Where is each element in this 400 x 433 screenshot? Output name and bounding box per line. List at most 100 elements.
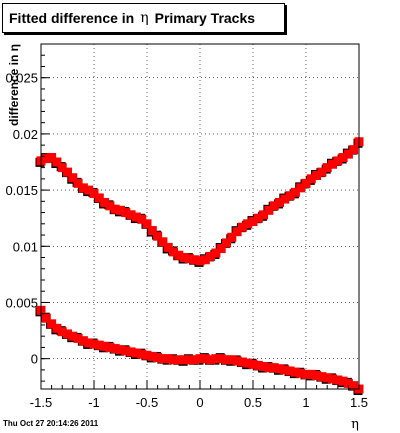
lower-red-marker: [216, 354, 226, 364]
upper-red-marker: [232, 227, 242, 237]
upper-red-marker: [227, 232, 237, 242]
x-tick-label: -1.5: [30, 395, 52, 410]
lower-red-marker: [158, 354, 168, 364]
upper-red-marker: [121, 208, 131, 218]
lower-red-marker: [322, 373, 332, 383]
lower-red-marker: [248, 359, 258, 369]
y-axis-title: difference in η: [7, 44, 21, 126]
lower-red-marker: [306, 369, 316, 379]
red-markers: [36, 137, 364, 394]
upper-red-marker: [68, 173, 78, 183]
title-eta-symbol: η: [140, 10, 149, 26]
x-tick-label: -1: [88, 395, 100, 410]
upper-red-marker: [78, 183, 88, 193]
lower-red-marker: [78, 336, 88, 346]
title-suffix: Primary Tracks: [154, 10, 256, 26]
upper-red-marker: [179, 253, 189, 263]
lower-red-marker: [264, 363, 274, 373]
lower-red-marker: [63, 329, 72, 339]
upper-red-marker: [275, 197, 284, 207]
lower-red-marker: [147, 351, 157, 361]
lower-red-marker: [110, 344, 120, 354]
upper-red-marker: [322, 163, 332, 173]
upper-red-marker: [158, 237, 168, 247]
lower-red-marker: [280, 365, 290, 375]
upper-red-marker: [264, 205, 274, 215]
upper-red-marker: [84, 185, 94, 195]
upper-red-marker: [195, 256, 205, 266]
upper-red-marker: [200, 255, 210, 265]
lower-red-marker: [290, 367, 300, 377]
lower-red-marker: [179, 355, 189, 365]
upper-red-marker: [296, 183, 306, 193]
lower-red-marker: [68, 331, 78, 341]
x-tick-label: -0.5: [136, 395, 158, 410]
upper-red-marker: [174, 250, 184, 260]
upper-red-marker: [269, 201, 279, 211]
lower-red-marker: [232, 356, 242, 366]
lower-red-marker: [41, 313, 51, 323]
upper-red-marker: [312, 170, 322, 180]
y-tick-label: 0.01: [13, 239, 38, 254]
upper-red-marker: [184, 254, 194, 264]
x-tick-label: 1.5: [350, 395, 368, 410]
upper-red-marker: [142, 219, 152, 229]
lower-red-marker: [84, 338, 94, 348]
lower-red-marker: [57, 327, 67, 337]
lower-red-marker: [153, 353, 163, 363]
x-axis-title: η: [351, 417, 359, 432]
lower-red-marker: [259, 362, 269, 372]
upper-red-marker: [222, 238, 231, 248]
chart-title: Fitted difference in η Primary Tracks: [2, 3, 285, 33]
y-tick-label: 0.02: [13, 127, 38, 142]
lower-red-marker: [121, 346, 131, 356]
lower-red-marker: [253, 360, 263, 370]
lower-red-marker: [338, 376, 348, 386]
lower-red-marker: [333, 375, 343, 385]
upper-red-marker: [110, 204, 120, 214]
lower-red-marker: [142, 350, 152, 360]
upper-red-marker: [328, 159, 337, 169]
lower-red-marker: [275, 364, 284, 374]
lower-red-marker: [131, 348, 141, 358]
upper-red-marker: [248, 217, 258, 227]
lower-red-marker: [317, 372, 327, 382]
upper-red-marker: [206, 251, 216, 261]
lower-red-marker: [163, 354, 173, 364]
upper-red-marker: [89, 188, 99, 198]
y-tick-label: 0: [31, 352, 38, 367]
lower-red-marker: [296, 368, 306, 378]
upper-red-marker: [285, 191, 295, 201]
upper-red-marker: [259, 210, 269, 220]
upper-red-marker: [216, 244, 226, 254]
lower-red-marker: [190, 355, 200, 365]
upper-red-marker: [301, 178, 311, 188]
upper-red-marker: [47, 153, 57, 163]
y-tick-labels: 0 0.005 0.01 0.015 0.02 0.025: [5, 71, 38, 367]
upper-red-marker: [57, 163, 67, 173]
lower-red-marker: [116, 345, 125, 355]
lower-red-marker: [94, 340, 104, 350]
upper-red-marker: [169, 247, 178, 257]
lower-red-marker: [100, 341, 110, 351]
lower-red-marker: [237, 357, 247, 367]
upper-red-marker: [253, 213, 263, 223]
upper-red-marker: [343, 149, 353, 159]
lower-red-marker: [47, 319, 57, 329]
upper-red-marker: [100, 197, 110, 207]
upper-red-marker: [306, 174, 316, 184]
upper-red-marker: [243, 219, 253, 229]
y-tick-label: 0.025: [5, 71, 38, 86]
x-tick-label: 0.5: [244, 395, 262, 410]
upper-red-marker: [190, 255, 200, 265]
lower-red-marker: [328, 374, 337, 384]
grid-lines: [40, 44, 360, 389]
upper-red-marker: [41, 154, 51, 164]
upper-red-marker: [237, 222, 247, 232]
upper-red-marker: [131, 212, 141, 222]
upper-red-marker: [116, 205, 125, 215]
lower-red-marker: [343, 378, 353, 388]
y-tick-label: 0.015: [5, 183, 38, 198]
upper-red-marker: [63, 167, 72, 177]
